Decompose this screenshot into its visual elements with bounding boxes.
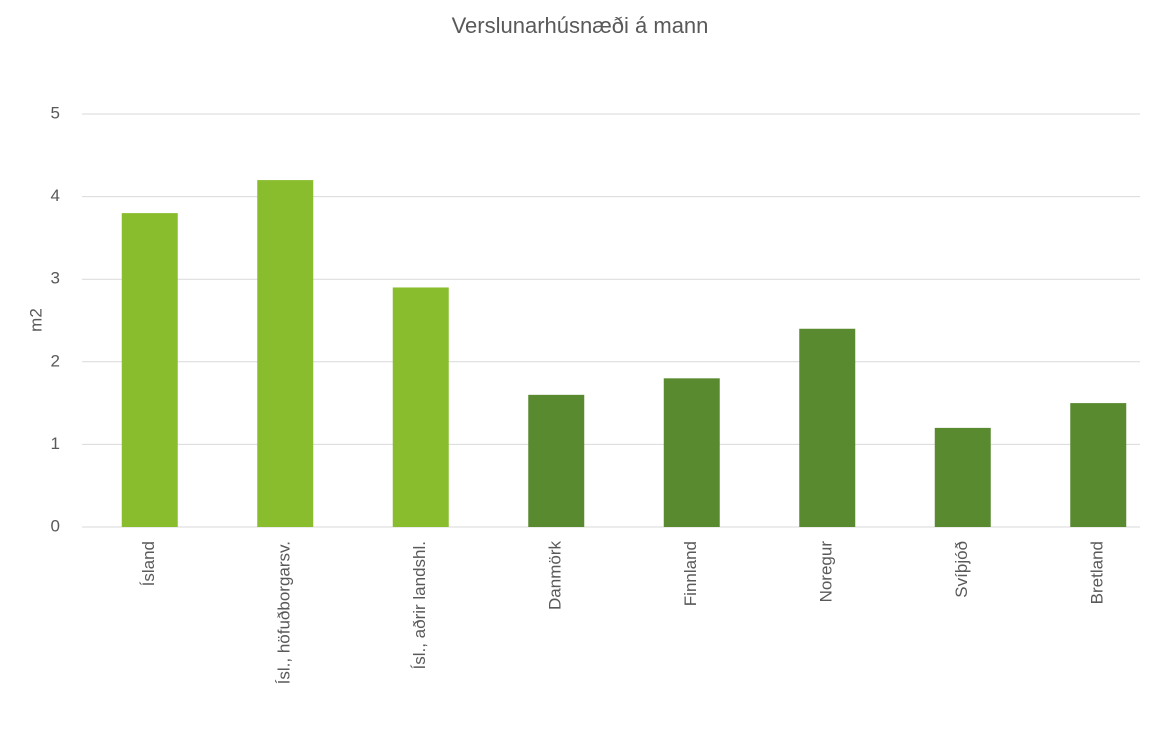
x-tick-label: Svíþjóð <box>952 541 971 598</box>
bar <box>1070 403 1127 527</box>
x-tick-label: Danmörk <box>546 541 565 610</box>
x-tick-label: Ísl., höfuðborgarsv. <box>275 541 294 684</box>
bar <box>121 213 178 527</box>
bar <box>663 378 720 527</box>
y-tick-label: 5 <box>51 103 60 122</box>
y-tick-label: 4 <box>51 186 60 205</box>
x-tick-label: Ísland <box>139 541 158 586</box>
x-tick-label: Bretland <box>1088 541 1107 604</box>
bar <box>392 287 449 527</box>
y-tick-label: 0 <box>51 516 60 535</box>
x-tick-label: Finnland <box>681 541 700 606</box>
bar <box>528 394 585 527</box>
x-tick-label: Ísl., aðrir landshl. <box>410 541 429 670</box>
y-axis-label: m2 <box>26 308 45 332</box>
bar <box>934 427 991 527</box>
y-tick-label: 3 <box>51 269 60 288</box>
bar <box>257 180 314 527</box>
chart-title: Verslunarhúsnæði á mann <box>452 13 709 38</box>
y-tick-label: 2 <box>51 351 60 370</box>
x-tick-label: Noregur <box>817 541 836 603</box>
bar <box>799 328 856 527</box>
y-tick-label: 1 <box>51 434 60 453</box>
